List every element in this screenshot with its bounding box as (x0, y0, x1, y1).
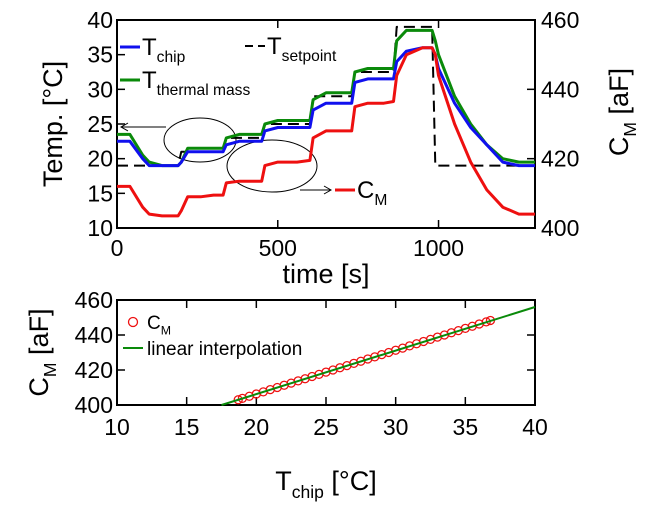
y2-tick-label: 400 (541, 215, 579, 241)
legend-label: CM (147, 313, 171, 338)
label-part: T (267, 33, 282, 60)
x-tick-label: 0 (111, 235, 124, 261)
legend-label: CM (357, 177, 387, 209)
label-part: [aF] (604, 68, 634, 122)
y-tick-label: 400 (75, 392, 113, 418)
label-part: [°C] (324, 466, 377, 496)
legend-label: Tthermal mass (142, 67, 250, 99)
label-part: [aF] (24, 308, 54, 362)
legend-swatch (127, 316, 139, 328)
y-tick-label: 25 (87, 111, 113, 137)
series-line (117, 46, 535, 218)
subscript: M (161, 324, 171, 338)
y-tick-label: 40 (87, 7, 113, 33)
subscript: chip (292, 482, 324, 502)
x-tick-label: 15 (174, 414, 200, 440)
label-part: T (142, 34, 157, 61)
highlight-ellipse (226, 139, 318, 193)
x-tick-label: 25 (313, 414, 339, 440)
arrow-head (323, 185, 333, 195)
subscript: setpoint (282, 48, 337, 65)
x-axis-label: time [s] (282, 259, 369, 289)
highlight-ellipse (163, 117, 237, 163)
y-tick-label: 20 (87, 146, 113, 172)
subscript: M (374, 192, 387, 209)
subscript: chip (157, 49, 186, 66)
y2-axis-label: CM [aF] (604, 68, 640, 156)
fit-line (221, 306, 536, 406)
label-part: Temp. [°C] (38, 61, 68, 187)
x-axis-label: Tchip [°C] (275, 466, 376, 502)
y-axis-label: Temp. [°C] (38, 61, 68, 187)
y-tick-label: 10 (87, 215, 113, 241)
legend-label: linear interpolation (147, 339, 302, 360)
x-tick-label: 40 (522, 414, 548, 440)
label-part: C (24, 377, 54, 397)
x-tick-label: 30 (383, 414, 409, 440)
series-line (117, 25, 535, 167)
y-tick-label: 460 (75, 287, 113, 313)
data-point (233, 395, 243, 405)
x-tick-label: 10 (104, 414, 130, 440)
label-part: time [s] (282, 259, 369, 289)
subscript: M (620, 122, 640, 137)
label-part: T (142, 67, 157, 94)
label-part: linear interpolation (147, 339, 302, 360)
subscript: M (40, 362, 60, 377)
legend-label: Tchip (142, 34, 186, 66)
label-part: T (275, 466, 292, 496)
y2-tick-label: 440 (541, 76, 579, 102)
y-tick-label: 35 (87, 42, 113, 68)
x-tick-label: 20 (244, 414, 270, 440)
label-part: C (147, 313, 161, 334)
annotations (119, 117, 333, 195)
legend-label: Tsetpoint (267, 33, 337, 65)
x-tick-label: 35 (453, 414, 479, 440)
y-tick-label: 15 (87, 180, 113, 206)
y-tick-label: 420 (75, 357, 113, 383)
x-tick-label: 1000 (413, 235, 464, 261)
y-tick-label: 30 (87, 76, 113, 102)
label-part: C (357, 177, 374, 204)
y-axis-label: CM [aF] (24, 308, 60, 396)
arrow-head (119, 122, 129, 132)
y-tick-label: 440 (75, 322, 113, 348)
subscript: thermal mass (157, 82, 251, 99)
x-tick-label: 500 (259, 235, 297, 261)
y2-tick-label: 420 (541, 146, 579, 172)
label-part: C (604, 137, 634, 157)
y2-tick-label: 460 (541, 7, 579, 33)
